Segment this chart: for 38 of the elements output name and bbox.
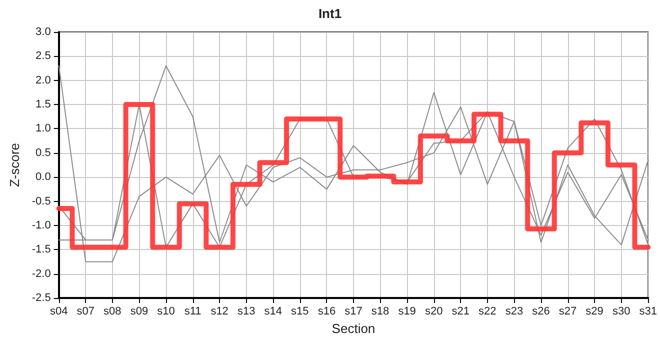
y-tick-label: 3.0 <box>36 26 51 38</box>
y-tick-label: 2.5 <box>36 50 51 62</box>
x-tick-label: s30 <box>612 306 630 318</box>
x-tick-label: s13 <box>237 306 256 318</box>
y-tick-label: 2.0 <box>36 74 51 86</box>
x-tick-label: s18 <box>371 306 390 318</box>
x-tick-label: s12 <box>210 306 228 318</box>
x-tick-label: s07 <box>76 306 95 318</box>
x-tick-label: s20 <box>424 306 443 318</box>
x-tick-label: s19 <box>398 306 416 318</box>
x-tick-label: s11 <box>184 306 202 318</box>
x-axis-title: Section <box>332 321 376 336</box>
x-tick-label: s27 <box>558 306 577 318</box>
x-tick-label: s23 <box>505 306 524 318</box>
x-tick-label: s29 <box>586 306 604 318</box>
x-tick-label: s22 <box>478 306 496 318</box>
x-tick-label: s08 <box>104 306 122 318</box>
y-axis-title: Z-score <box>7 142 22 188</box>
x-tick-label: s09 <box>130 306 148 318</box>
y-tick-label: 0.5 <box>36 146 51 159</box>
x-tick-label: s17 <box>344 306 362 318</box>
y-tick-label: -0.5 <box>32 195 51 208</box>
x-tick-label: s04 <box>50 306 68 318</box>
x-tick-label: s21 <box>452 306 470 318</box>
y-tick-label: 1.5 <box>36 98 51 111</box>
x-tick-label: s16 <box>318 306 336 318</box>
x-tick-label: s14 <box>264 306 282 318</box>
x-tick-label: s15 <box>291 306 309 318</box>
y-tick-label: 1.0 <box>36 122 51 135</box>
x-tick-label: s26 <box>532 306 550 318</box>
x-tick-label: s31 <box>639 306 658 318</box>
x-tick-label: s10 <box>157 306 175 318</box>
y-tick-label: -2.5 <box>32 292 51 304</box>
y-tick-label: -2.0 <box>32 268 51 280</box>
y-tick-label: -1.5 <box>32 244 51 256</box>
y-tick-label: -1.0 <box>32 219 51 232</box>
chart-title: Int1 <box>318 6 342 21</box>
y-tick-label: 0.0 <box>36 171 51 184</box>
